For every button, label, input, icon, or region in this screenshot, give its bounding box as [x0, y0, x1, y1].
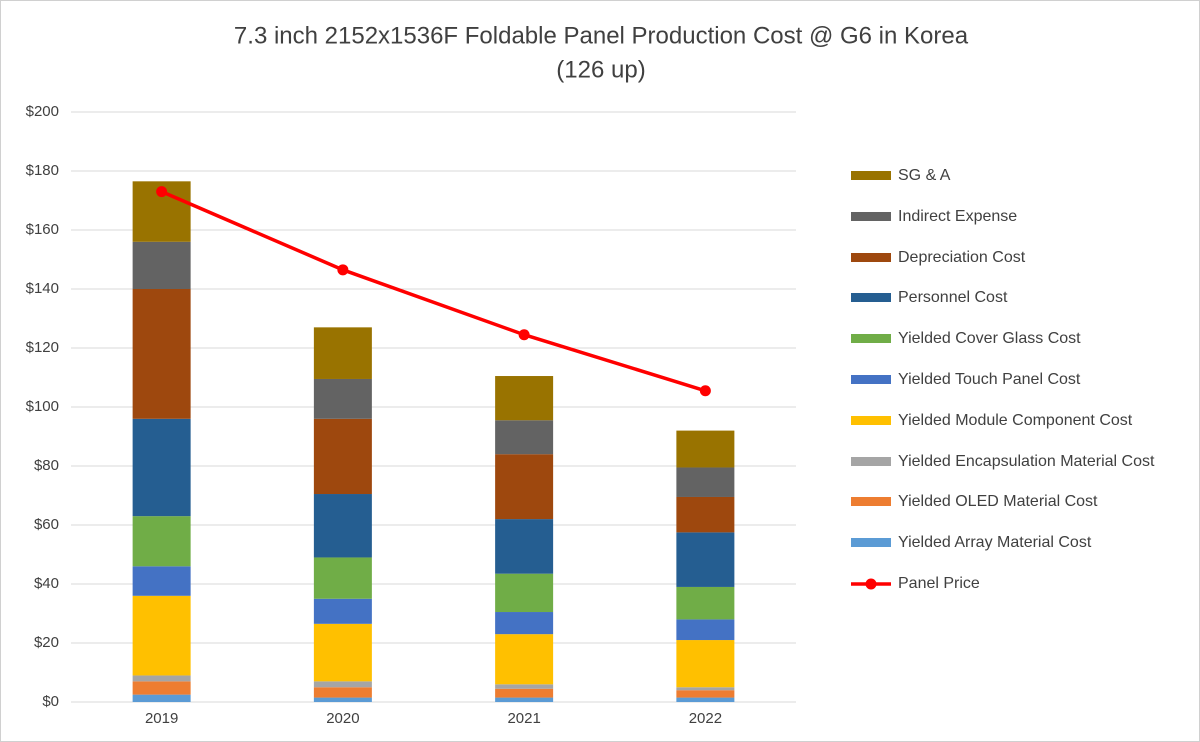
bar-segment: [132, 694, 191, 702]
legend-item: Yielded Encapsulation Material Cost: [851, 449, 1191, 490]
bar-segment: [676, 467, 735, 497]
legend-swatch: [851, 171, 891, 180]
legend-label: Yielded Cover Glass Cost: [898, 330, 1081, 348]
bar-segment: [132, 675, 191, 682]
legend-item: Yielded OLED Material Cost: [851, 489, 1191, 530]
y-tick-label: $180: [26, 162, 59, 179]
x-tick-label: 2022: [689, 710, 722, 727]
bar-segment: [495, 573, 554, 613]
legend-swatch: [851, 252, 891, 262]
bar-segment: [132, 289, 191, 419]
y-tick-label: $60: [34, 516, 59, 533]
bar-segment: [495, 684, 554, 689]
bar-segment: [495, 697, 554, 702]
bar-segment: [313, 378, 372, 419]
bar-segment: [313, 494, 372, 558]
bar-segment: [132, 566, 191, 596]
bar-segment: [495, 688, 554, 698]
bar-segment: [132, 516, 191, 567]
legend-label: Yielded Touch Panel Cost: [898, 370, 1081, 388]
y-tick-label: $0: [42, 693, 59, 710]
x-tick-label: 2019: [145, 710, 178, 727]
bar-segment: [495, 612, 554, 635]
bar-segment: [313, 598, 372, 624]
legend-label: Yielded Array Material Cost: [898, 534, 1092, 552]
legend-item: Depreciation Cost: [851, 245, 1191, 286]
bar-segment: [676, 586, 735, 620]
legend-swatch: [851, 578, 891, 590]
price-marker: [337, 264, 349, 276]
y-tick-label: $20: [34, 634, 59, 651]
bar-segment: [313, 687, 372, 698]
bar-segment: [313, 418, 372, 495]
y-tick-label: $80: [34, 457, 59, 474]
legend-item: Yielded Module Component Cost: [851, 408, 1191, 449]
bar-segment: [313, 327, 372, 379]
bar-segment: [313, 623, 372, 682]
y-tick-label: $200: [26, 103, 59, 120]
legend-label: Yielded Module Component Cost: [898, 411, 1133, 429]
bar-segment: [495, 519, 554, 574]
legend-label: Depreciation Cost: [898, 248, 1026, 266]
legend-swatch: [851, 456, 891, 466]
bar-segment: [676, 687, 735, 691]
legend-swatch: [851, 415, 891, 425]
bar-segment: [676, 690, 735, 698]
bar-segment: [676, 697, 735, 702]
legend-line: [851, 578, 891, 590]
legend-item: SG & A: [851, 163, 1191, 204]
bar-segment: [676, 496, 735, 533]
legend-label: SG & A: [898, 167, 951, 184]
bar-segment: [495, 420, 554, 455]
legend-label: Indirect Expense: [898, 207, 1018, 225]
legend-label: Personnel Cost: [898, 289, 1008, 307]
bar-segment: [132, 681, 191, 695]
price-marker: [156, 186, 168, 198]
y-tick-label: $140: [26, 280, 59, 297]
price-marker: [518, 329, 530, 341]
legend-item: Yielded Touch Panel Cost: [851, 367, 1191, 408]
bar-segment: [676, 430, 735, 468]
legend-swatch: [851, 293, 891, 303]
y-tick-label: $100: [26, 398, 59, 415]
legend-item: Yielded Cover Glass Cost: [851, 326, 1191, 367]
legend-swatch: [851, 538, 891, 548]
legend-label: Yielded OLED Material Cost: [898, 493, 1098, 511]
bar-segment: [495, 454, 554, 520]
legend-swatch: [851, 334, 891, 344]
bar-segment: [313, 697, 372, 702]
legend-swatch: [851, 211, 891, 221]
legend-swatch: [851, 374, 891, 384]
x-tick-label: 2020: [326, 710, 359, 727]
legend-label: Panel Price: [898, 574, 980, 592]
legend: SG & A Indirect Expense Depreciation Cost P…: [851, 163, 1191, 612]
price-marker: [699, 385, 711, 397]
legend-item: Panel Price: [851, 571, 1191, 612]
bar-segment: [495, 376, 554, 421]
bar-segment: [676, 532, 735, 587]
y-tick-label: $120: [26, 339, 59, 356]
y-tick-label: $160: [26, 221, 59, 238]
y-tick-label: $40: [34, 575, 59, 592]
bar-segment: [495, 634, 554, 685]
chart-title: 7.3 inch 2152x1536F Foldable Panel Produ…: [234, 22, 969, 49]
chart-subtitle: (126 up): [556, 56, 645, 83]
legend-swatch: [851, 497, 891, 507]
legend-item: Indirect Expense: [851, 204, 1191, 245]
legend-item: Yielded Array Material Cost: [851, 530, 1191, 571]
bar-segment: [313, 557, 372, 599]
bar-segment: [313, 681, 372, 688]
bar-segment: [676, 640, 735, 688]
price-line: [160, 190, 706, 393]
bar-segment: [132, 418, 191, 517]
legend-label: Yielded Encapsulation Material Cost: [898, 452, 1155, 470]
bar-segment: [132, 241, 191, 289]
legend-item: Personnel Cost: [851, 285, 1191, 326]
bar-segment: [132, 595, 191, 676]
bar-segment: [676, 619, 735, 641]
x-tick-label: 2021: [507, 710, 540, 727]
